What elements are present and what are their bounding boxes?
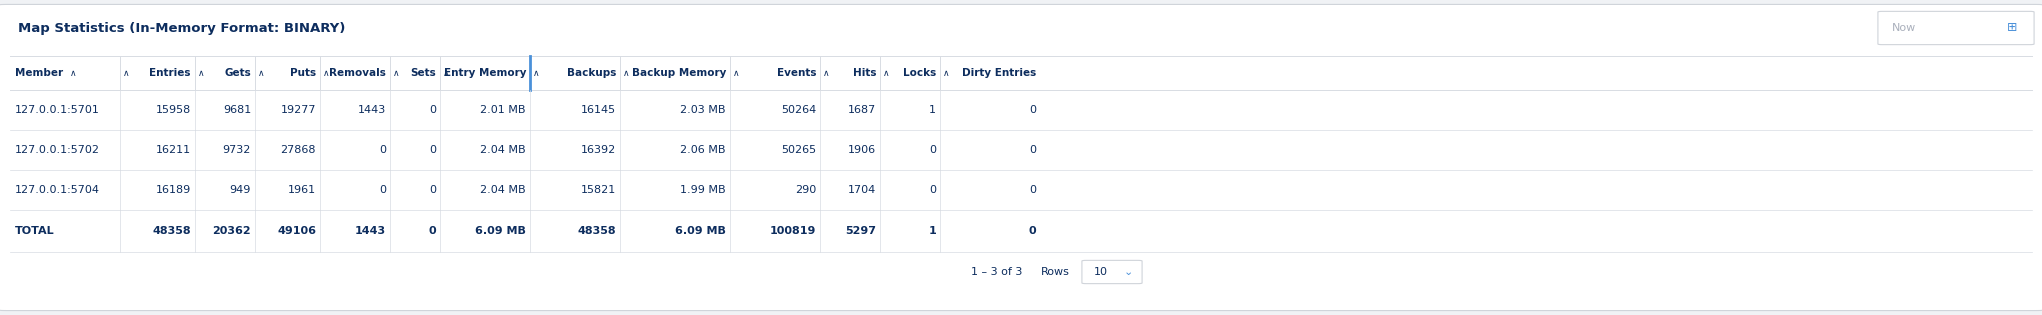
Text: 100819: 100819 bbox=[770, 226, 817, 236]
Text: Backups: Backups bbox=[566, 68, 617, 78]
Text: 49106: 49106 bbox=[278, 226, 317, 236]
Text: Removals: Removals bbox=[329, 68, 386, 78]
Text: 19277: 19277 bbox=[280, 105, 317, 115]
Text: 5297: 5297 bbox=[845, 226, 876, 236]
Text: 2.04 MB: 2.04 MB bbox=[480, 145, 527, 155]
Text: Now: Now bbox=[1893, 23, 1915, 33]
Text: ∧: ∧ bbox=[943, 68, 950, 77]
Text: 0: 0 bbox=[429, 105, 437, 115]
FancyBboxPatch shape bbox=[1879, 11, 2034, 45]
Text: Entry Memory: Entry Memory bbox=[443, 68, 527, 78]
Text: 6.09 MB: 6.09 MB bbox=[476, 226, 527, 236]
Text: ∧: ∧ bbox=[823, 68, 829, 77]
Text: 50264: 50264 bbox=[780, 105, 817, 115]
Text: Locks: Locks bbox=[903, 68, 935, 78]
Text: Puts: Puts bbox=[290, 68, 317, 78]
Text: 0: 0 bbox=[380, 185, 386, 195]
Text: Sets: Sets bbox=[410, 68, 437, 78]
FancyBboxPatch shape bbox=[1082, 261, 1141, 284]
Text: 0: 0 bbox=[1029, 145, 1035, 155]
Text: 2.06 MB: 2.06 MB bbox=[680, 145, 727, 155]
Text: 0: 0 bbox=[1029, 185, 1035, 195]
Text: 1906: 1906 bbox=[847, 145, 876, 155]
Text: 50265: 50265 bbox=[780, 145, 817, 155]
FancyBboxPatch shape bbox=[0, 4, 2042, 311]
Text: Map Statistics (In-Memory Format: BINARY): Map Statistics (In-Memory Format: BINARY… bbox=[18, 22, 345, 35]
Text: 10: 10 bbox=[1095, 267, 1109, 277]
Text: 1: 1 bbox=[929, 105, 935, 115]
Text: 0: 0 bbox=[1029, 105, 1035, 115]
Text: ∧: ∧ bbox=[257, 68, 265, 77]
Text: ∧: ∧ bbox=[443, 68, 449, 77]
Text: 2.04 MB: 2.04 MB bbox=[480, 185, 527, 195]
Text: ∧: ∧ bbox=[533, 68, 539, 77]
Text: Member: Member bbox=[14, 68, 63, 78]
Text: 1.99 MB: 1.99 MB bbox=[680, 185, 727, 195]
Text: 1687: 1687 bbox=[847, 105, 876, 115]
Text: ∧: ∧ bbox=[198, 68, 204, 77]
Text: 15958: 15958 bbox=[155, 105, 192, 115]
Text: 0: 0 bbox=[1029, 226, 1035, 236]
Text: ∧: ∧ bbox=[623, 68, 629, 77]
Text: 9681: 9681 bbox=[223, 105, 251, 115]
Text: ⊞: ⊞ bbox=[2007, 21, 2017, 35]
Text: 1704: 1704 bbox=[847, 185, 876, 195]
Text: TOTAL: TOTAL bbox=[14, 226, 55, 236]
Text: 127.0.0.1:5702: 127.0.0.1:5702 bbox=[14, 145, 100, 155]
Text: 1: 1 bbox=[929, 226, 935, 236]
Text: 0: 0 bbox=[429, 226, 437, 236]
Text: 16392: 16392 bbox=[580, 145, 617, 155]
Text: Hits: Hits bbox=[852, 68, 876, 78]
Text: 16189: 16189 bbox=[155, 185, 192, 195]
Text: 127.0.0.1:5701: 127.0.0.1:5701 bbox=[14, 105, 100, 115]
Text: 2.01 MB: 2.01 MB bbox=[480, 105, 527, 115]
Text: ∧: ∧ bbox=[323, 68, 329, 77]
Text: Rows: Rows bbox=[1041, 267, 1070, 277]
Text: 16211: 16211 bbox=[155, 145, 192, 155]
Text: 1443: 1443 bbox=[355, 226, 386, 236]
Text: 290: 290 bbox=[794, 185, 817, 195]
Text: Events: Events bbox=[776, 68, 817, 78]
Text: 0: 0 bbox=[429, 185, 437, 195]
Text: ∧: ∧ bbox=[69, 68, 78, 77]
Text: 16145: 16145 bbox=[580, 105, 617, 115]
Text: 127.0.0.1:5704: 127.0.0.1:5704 bbox=[14, 185, 100, 195]
Text: Backup Memory: Backup Memory bbox=[631, 68, 727, 78]
Text: Dirty Entries: Dirty Entries bbox=[962, 68, 1035, 78]
Text: Entries: Entries bbox=[149, 68, 192, 78]
Text: ∧: ∧ bbox=[123, 68, 129, 77]
Text: ⌄: ⌄ bbox=[1123, 267, 1133, 277]
Text: 27868: 27868 bbox=[280, 145, 317, 155]
Text: 1 – 3 of 3: 1 – 3 of 3 bbox=[972, 267, 1023, 277]
Text: 0: 0 bbox=[929, 145, 935, 155]
Text: 0: 0 bbox=[380, 145, 386, 155]
Text: Gets: Gets bbox=[225, 68, 251, 78]
Text: 0: 0 bbox=[929, 185, 935, 195]
Text: 1961: 1961 bbox=[288, 185, 317, 195]
Text: 2.03 MB: 2.03 MB bbox=[680, 105, 727, 115]
Text: 20362: 20362 bbox=[212, 226, 251, 236]
Text: ∧: ∧ bbox=[882, 68, 890, 77]
Text: ∧: ∧ bbox=[733, 68, 739, 77]
Text: ∧: ∧ bbox=[392, 68, 400, 77]
Text: 6.09 MB: 6.09 MB bbox=[676, 226, 727, 236]
Text: 949: 949 bbox=[229, 185, 251, 195]
Text: 9732: 9732 bbox=[223, 145, 251, 155]
Text: 1443: 1443 bbox=[357, 105, 386, 115]
Text: 0: 0 bbox=[429, 145, 437, 155]
Text: 15821: 15821 bbox=[580, 185, 617, 195]
Text: 48358: 48358 bbox=[153, 226, 192, 236]
Text: 48358: 48358 bbox=[578, 226, 617, 236]
